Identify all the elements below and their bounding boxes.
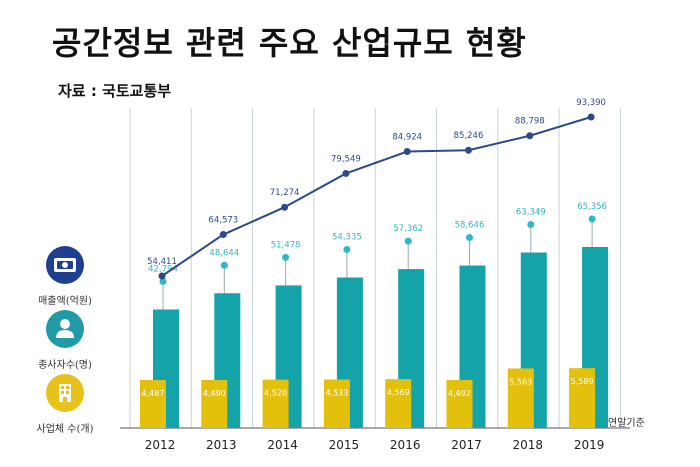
- employee-value-label: 65,356: [577, 202, 607, 212]
- business-value-label: 4,487: [142, 389, 165, 398]
- business-bar: [446, 379, 473, 428]
- revenue-point: [526, 132, 534, 140]
- page-title: 공간정보 관련 주요 산업규모 현황: [52, 24, 527, 62]
- revenue-value-label: 85,246: [454, 131, 484, 141]
- x-tick-label: 2017: [451, 438, 482, 452]
- revenue-point: [342, 169, 350, 177]
- revenue-point: [281, 203, 289, 211]
- legend-label-businesses: 사업체 수(개): [36, 424, 94, 435]
- revenue-value-label: 71,274: [270, 188, 300, 198]
- x-tick-label: 2013: [206, 438, 237, 452]
- business-value-label: 5,589: [571, 377, 594, 386]
- employee-dot: [466, 234, 473, 242]
- employee-dot: [282, 253, 290, 261]
- source-note: 자료 : 국토교통부: [58, 82, 172, 100]
- employee-dot: [220, 261, 228, 269]
- employee-dot: [527, 221, 535, 229]
- employee-dot: [343, 245, 351, 253]
- building-icon: [46, 374, 84, 412]
- revenue-line: [161, 116, 592, 277]
- revenue-value-label: 88,798: [515, 117, 545, 127]
- employee-value-label: 54,335: [332, 232, 362, 242]
- person-icon: [46, 310, 84, 348]
- legend-item-revenue: 매출액(억원): [20, 246, 110, 307]
- x-tick-label: 2016: [390, 438, 421, 452]
- money-icon: [46, 246, 84, 284]
- revenue-point: [158, 272, 166, 280]
- business-value-label: 4,492: [448, 389, 471, 398]
- x-tick-label: 2014: [267, 438, 298, 452]
- employee-value-label: 57,362: [393, 224, 423, 234]
- x-tick-label: 2018: [513, 438, 544, 452]
- x-tick-label: 2012: [145, 438, 176, 452]
- employee-value-label: 58,646: [455, 221, 485, 231]
- revenue-value-label: 93,390: [576, 98, 606, 108]
- legend-item-businesses: 사업체 수(개): [20, 374, 110, 435]
- business-value-label: 4,520: [264, 389, 287, 398]
- business-bar: [569, 368, 596, 428]
- revenue-point: [219, 231, 227, 239]
- business-bar: [201, 379, 228, 428]
- revenue-point: [587, 113, 595, 121]
- revenue-value-label: 64,573: [208, 216, 238, 226]
- business-value-label: 4,569: [387, 388, 410, 397]
- employee-value-label: 51,478: [271, 240, 301, 250]
- employee-dot: [404, 237, 412, 245]
- legend-item-employees: 종사자수(명): [20, 310, 110, 371]
- revenue-value-label: 54,411: [147, 257, 177, 267]
- legend-label-revenue: 매출액(억원): [38, 296, 92, 307]
- employee-dot: [159, 277, 167, 285]
- revenue-point: [465, 146, 472, 154]
- business-bar: [262, 379, 289, 428]
- employee-value-label: 63,349: [516, 208, 546, 218]
- revenue-value-label: 79,549: [331, 154, 361, 164]
- footnote: 연말기준: [608, 418, 645, 429]
- business-value-label: 4,533: [325, 388, 348, 397]
- revenue-value-label: 84,924: [392, 133, 422, 143]
- revenue-point: [403, 148, 411, 156]
- employee-dot: [588, 215, 596, 223]
- business-bar: [385, 379, 412, 428]
- x-tick-label: 2019: [574, 438, 605, 452]
- employee-value-label: 48,644: [209, 248, 239, 258]
- business-bar: [323, 379, 350, 428]
- legend-label-employees: 종사자수(명): [38, 360, 92, 371]
- business-value-label: 5,563: [509, 377, 532, 386]
- employee-value-label: 42,794: [148, 264, 178, 274]
- business-value-label: 4,490: [203, 389, 226, 398]
- business-bar: [140, 379, 166, 428]
- business-bar: [507, 368, 534, 428]
- x-tick-label: 2015: [329, 438, 360, 452]
